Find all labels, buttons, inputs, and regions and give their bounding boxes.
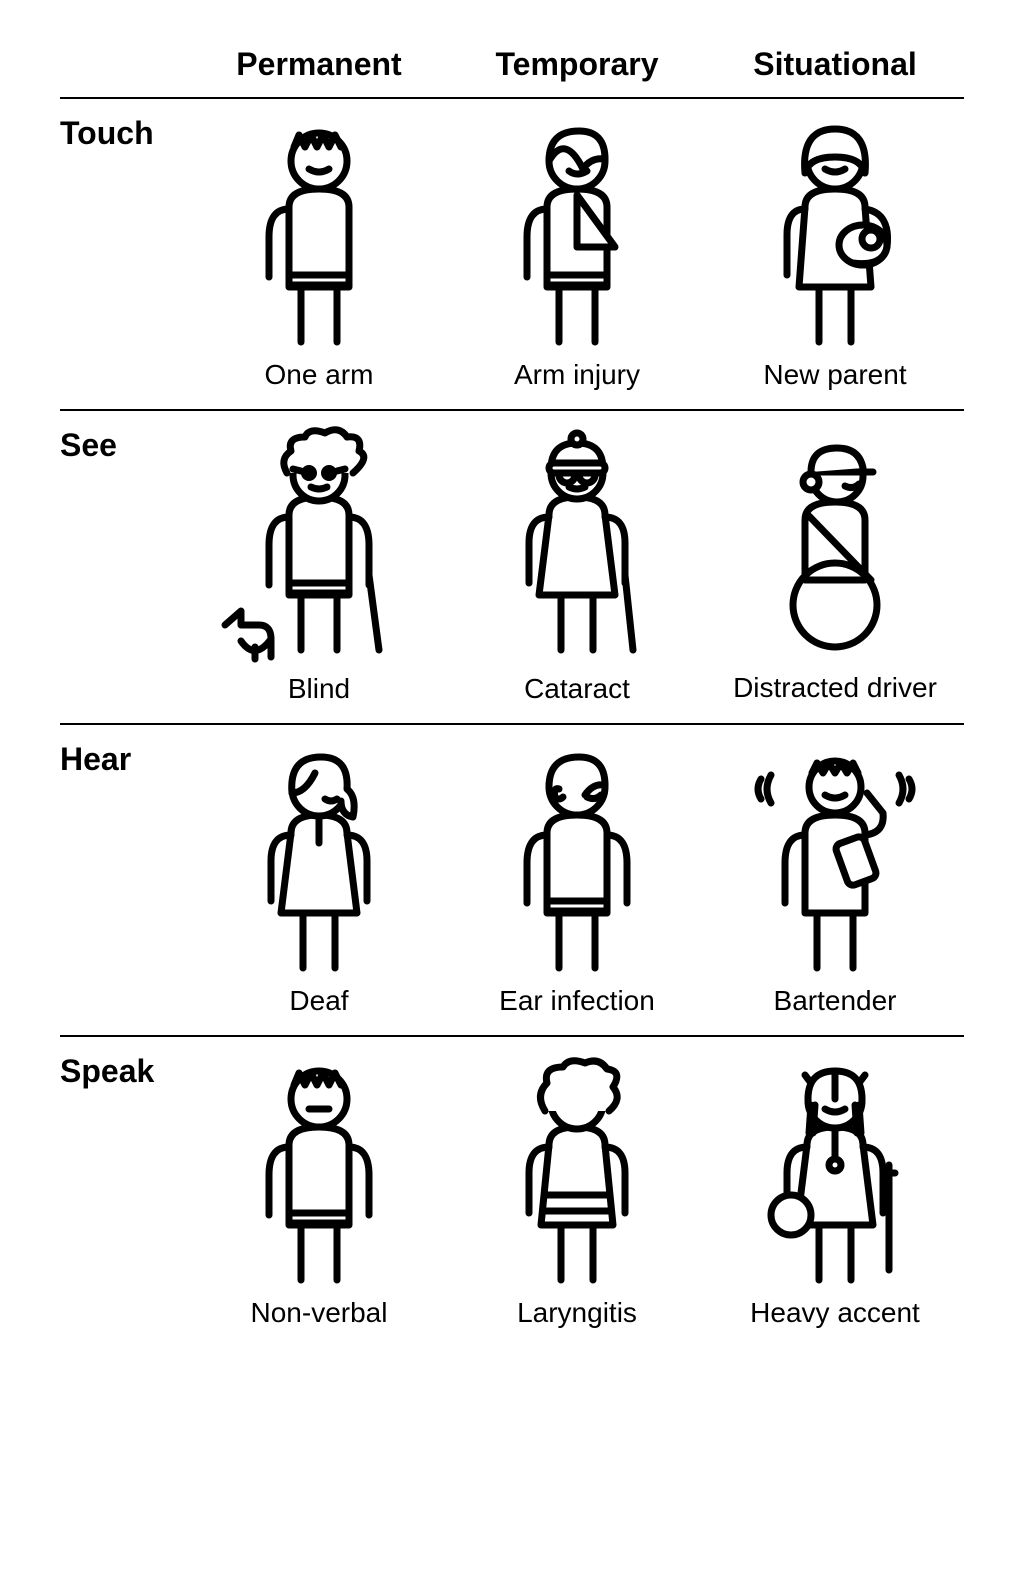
cell-hear-situational: Bartender (706, 725, 964, 1035)
row-label-see: See (60, 411, 190, 464)
cell-hear-permanent: Deaf (190, 725, 448, 1035)
persona-ear-infection-icon (487, 743, 667, 973)
persona-deaf-icon (229, 743, 409, 973)
persona-heavy-accent-icon (740, 1055, 930, 1285)
persona-non-verbal-icon (229, 1055, 409, 1285)
caption-cataract: Cataract (524, 673, 630, 705)
persona-one-arm-icon (229, 117, 409, 347)
caption-laryngitis: Laryngitis (517, 1297, 637, 1329)
inclusive-persona-spectrum: Permanent Temporary Situational Touch On… (0, 0, 1024, 1427)
persona-cataract-icon (487, 425, 667, 665)
cell-see-temporary: Cataract (448, 411, 706, 723)
cell-touch-situational: New parent (706, 99, 964, 409)
cell-touch-permanent: One arm (190, 99, 448, 409)
row-label-hear: Hear (60, 725, 190, 778)
caption-ear-infection: Ear infection (499, 985, 655, 1017)
persona-distracted-driver-icon (745, 430, 925, 660)
persona-grid: Permanent Temporary Situational Touch On… (60, 40, 964, 1347)
caption-non-verbal: Non-verbal (251, 1297, 388, 1329)
cell-see-permanent: Blind (190, 411, 448, 723)
caption-distracted-driver: Distracted driver (733, 672, 937, 704)
cell-speak-temporary: Laryngitis (448, 1037, 706, 1347)
cell-speak-situational: Heavy accent (706, 1037, 964, 1347)
caption-blind: Blind (288, 673, 350, 705)
col-header-temporary: Temporary (448, 40, 706, 97)
cell-hear-temporary: Ear infection (448, 725, 706, 1035)
persona-blind-icon (219, 425, 419, 665)
cell-touch-temporary: Arm injury (448, 99, 706, 409)
caption-one-arm: One arm (265, 359, 374, 391)
caption-bartender: Bartender (774, 985, 897, 1017)
caption-heavy-accent: Heavy accent (750, 1297, 920, 1329)
caption-new-parent: New parent (763, 359, 906, 391)
persona-arm-injury-icon (487, 117, 667, 347)
cell-speak-permanent: Non-verbal (190, 1037, 448, 1347)
cell-see-situational: Distracted driver (706, 412, 964, 722)
persona-new-parent-icon (745, 117, 925, 347)
col-header-situational: Situational (706, 40, 964, 97)
caption-arm-injury: Arm injury (514, 359, 640, 391)
caption-deaf: Deaf (289, 985, 348, 1017)
col-header-permanent: Permanent (190, 40, 448, 97)
row-label-speak: Speak (60, 1037, 190, 1090)
persona-bartender-icon (735, 743, 935, 973)
row-label-touch: Touch (60, 99, 190, 152)
persona-laryngitis-icon (487, 1055, 667, 1285)
